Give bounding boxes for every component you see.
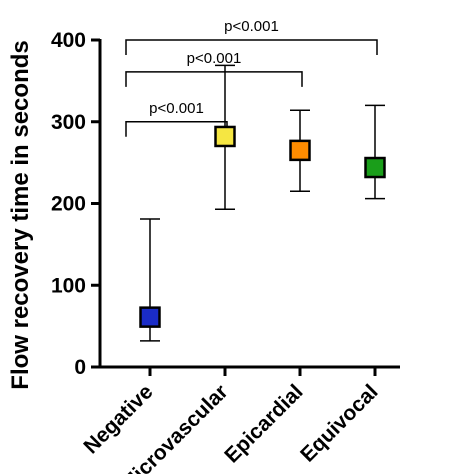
significance-bracket: [125, 121, 228, 137]
significance-bracket: [125, 39, 378, 55]
y-tick-label: 0: [74, 356, 86, 379]
significance-label: p<0.001: [224, 18, 279, 35]
significance-brackets: p<0.001 p<0.001 p<0.001: [125, 18, 378, 137]
y-tick-label: 300: [51, 111, 86, 134]
axes: 0 100 200 300 400: [51, 29, 400, 379]
category-label: Epicardial: [220, 380, 307, 467]
significance-label: p<0.001: [149, 100, 204, 117]
data-point-microvascular: [214, 125, 236, 148]
significance-bracket: [125, 71, 303, 87]
category-label: Equivocal: [296, 380, 382, 466]
data-point-negative: [139, 306, 161, 328]
data-point-epicardial: [289, 139, 311, 162]
data-point-equivocal: [364, 156, 386, 179]
data-marks: [139, 64, 386, 342]
y-tick-label: 100: [51, 274, 86, 297]
y-tick-label: 200: [51, 193, 86, 216]
significance-label: p<0.001: [187, 50, 242, 67]
category-label: Negative: [79, 380, 157, 458]
y-tick-label: 400: [51, 29, 86, 52]
y-axis-label: Flow recovery time in seconds: [7, 40, 34, 389]
